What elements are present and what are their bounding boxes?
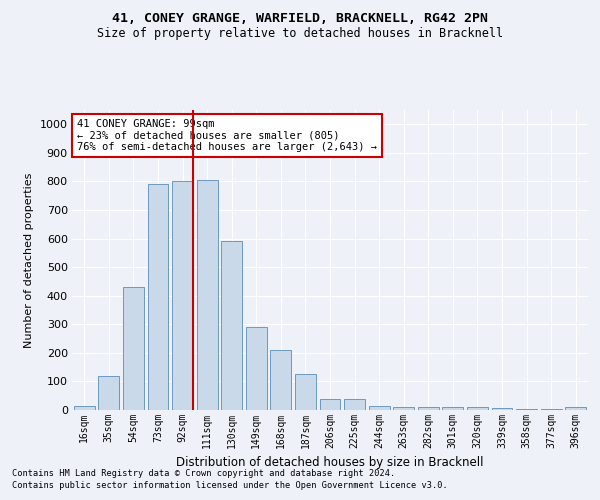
Bar — [541, 408, 562, 410]
Text: 41, CONEY GRANGE, WARFIELD, BRACKNELL, RG42 2PN: 41, CONEY GRANGE, WARFIELD, BRACKNELL, R… — [112, 12, 488, 26]
Bar — [565, 407, 586, 410]
Text: Contains HM Land Registry data © Crown copyright and database right 2024.: Contains HM Land Registry data © Crown c… — [12, 468, 395, 477]
Bar — [148, 184, 169, 410]
Text: Contains public sector information licensed under the Open Government Licence v3: Contains public sector information licen… — [12, 481, 448, 490]
Bar — [98, 376, 119, 410]
Bar — [442, 407, 463, 410]
Bar — [172, 182, 193, 410]
Bar — [123, 287, 144, 410]
X-axis label: Distribution of detached houses by size in Bracknell: Distribution of detached houses by size … — [176, 456, 484, 469]
Bar — [246, 327, 267, 410]
Text: Size of property relative to detached houses in Bracknell: Size of property relative to detached ho… — [97, 28, 503, 40]
Bar — [393, 406, 414, 410]
Bar — [491, 408, 512, 410]
Bar — [271, 350, 292, 410]
Bar — [197, 180, 218, 410]
Bar — [516, 408, 537, 410]
Bar — [344, 398, 365, 410]
Bar — [74, 406, 95, 410]
Text: 41 CONEY GRANGE: 99sqm
← 23% of detached houses are smaller (805)
76% of semi-de: 41 CONEY GRANGE: 99sqm ← 23% of detached… — [77, 119, 377, 152]
Bar — [320, 398, 340, 410]
Bar — [467, 407, 488, 410]
Bar — [418, 407, 439, 410]
Bar — [368, 406, 389, 410]
Bar — [221, 242, 242, 410]
Bar — [295, 374, 316, 410]
Y-axis label: Number of detached properties: Number of detached properties — [24, 172, 34, 348]
